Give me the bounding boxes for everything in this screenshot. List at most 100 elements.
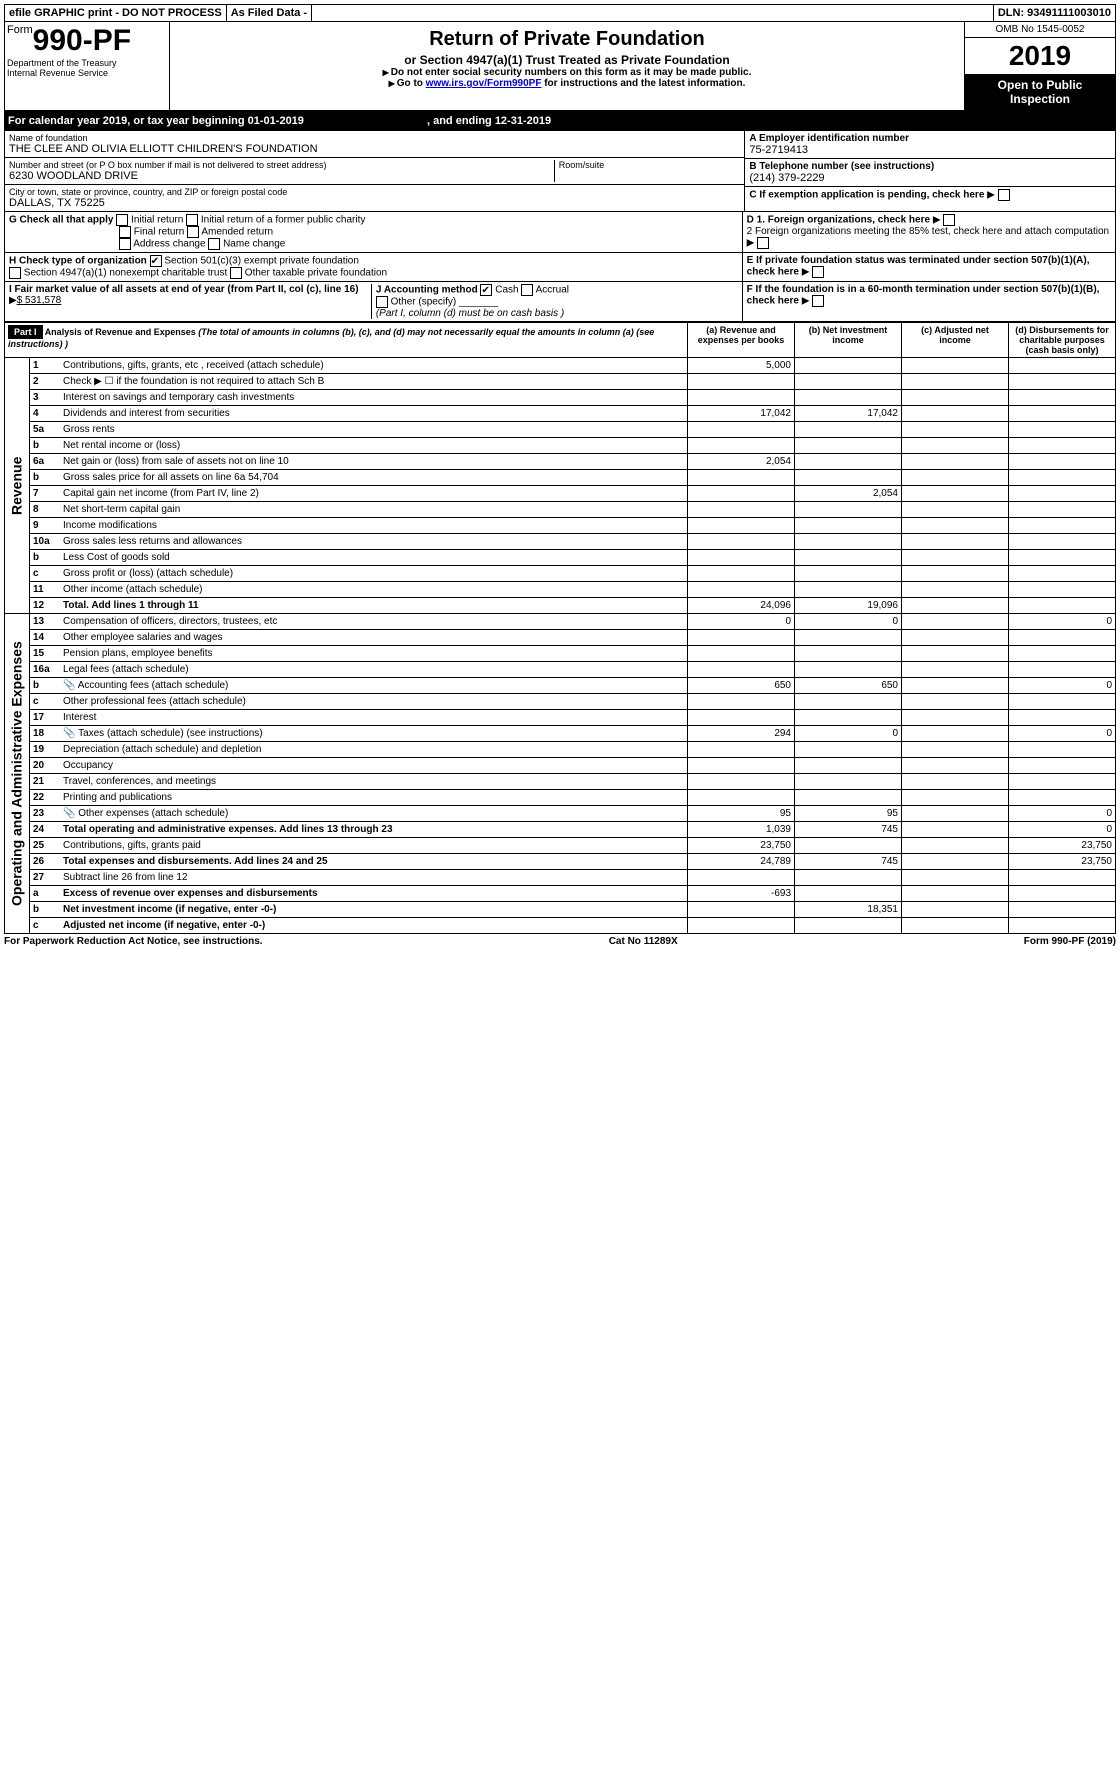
check-amended[interactable] xyxy=(187,226,199,238)
address-cell: Number and street (or P O box number if … xyxy=(5,158,744,185)
check-cash[interactable] xyxy=(480,284,492,296)
table-row: bLess Cost of goods sold xyxy=(5,550,1116,566)
as-filed: As Filed Data - xyxy=(227,5,312,21)
paperwork-notice: For Paperwork Reduction Act Notice, see … xyxy=(4,936,263,947)
cat-number: Cat No 11289X xyxy=(609,936,678,947)
instr-goto: Go to www.irs.gov/Form990PF for instruct… xyxy=(174,78,960,89)
expenses-label: Operating and Administrative Expenses xyxy=(5,614,30,934)
table-row: 15Pension plans, employee benefits xyxy=(5,646,1116,662)
part1-badge: Part I xyxy=(8,325,43,339)
table-row: 22Printing and publications xyxy=(5,790,1116,806)
calendar-year-row: For calendar year 2019, or tax year begi… xyxy=(4,111,1116,131)
table-row: 7Capital gain net income (from Part IV, … xyxy=(5,486,1116,502)
check-d2[interactable] xyxy=(757,237,769,249)
table-row: 16aLegal fees (attach schedule) xyxy=(5,662,1116,678)
efile-notice: efile GRAPHIC print - DO NOT PROCESS xyxy=(5,5,227,21)
col-d-header: (d) Disbursements for charitable purpose… xyxy=(1009,323,1116,358)
revenue-label: Revenue xyxy=(5,358,30,614)
table-row: 18📎 Taxes (attach schedule) (see instruc… xyxy=(5,726,1116,742)
check-other-tax[interactable] xyxy=(230,267,242,279)
table-row: cGross profit or (loss) (attach schedule… xyxy=(5,566,1116,582)
form-subtitle: or Section 4947(a)(1) Trust Treated as P… xyxy=(174,53,960,67)
open-public-badge: Open to Public Inspection xyxy=(965,74,1115,110)
col-a-header: (a) Revenue and expenses per books xyxy=(688,323,795,358)
check-f[interactable] xyxy=(812,295,824,307)
table-row: 2Check ▶ ☐ if the foundation is not requ… xyxy=(5,374,1116,390)
foundation-name-cell: Name of foundation THE CLEE AND OLIVIA E… xyxy=(5,131,744,158)
table-row: 3Interest on savings and temporary cash … xyxy=(5,390,1116,406)
dept-irs: Internal Revenue Service xyxy=(7,68,167,78)
table-row: 14Other employee salaries and wages xyxy=(5,630,1116,646)
check-initial-former[interactable] xyxy=(186,214,198,226)
table-row: 25Contributions, gifts, grants paid23,75… xyxy=(5,838,1116,854)
table-row: 12Total. Add lines 1 through 1124,09619,… xyxy=(5,598,1116,614)
table-row: Revenue1Contributions, gifts, grants, et… xyxy=(5,358,1116,374)
check-final[interactable] xyxy=(119,226,131,238)
check-initial[interactable] xyxy=(116,214,128,226)
table-row: cOther professional fees (attach schedul… xyxy=(5,694,1116,710)
table-row: cAdjusted net income (if negative, enter… xyxy=(5,918,1116,934)
table-row: 17Interest xyxy=(5,710,1116,726)
tax-year: 2019 xyxy=(965,38,1115,74)
check-e[interactable] xyxy=(812,266,824,278)
instr-ssn: Do not enter social security numbers on … xyxy=(174,67,960,78)
omb-number: OMB No 1545-0052 xyxy=(965,22,1115,38)
table-row: Operating and Administrative Expenses13C… xyxy=(5,614,1116,630)
part1-table: Part I Analysis of Revenue and Expenses … xyxy=(4,322,1116,934)
table-row: 24Total operating and administrative exp… xyxy=(5,822,1116,838)
form-id-block: Form990-PF Department of the Treasury In… xyxy=(5,22,170,110)
form-number: 990-PF xyxy=(33,24,131,57)
exemption-cell: C If exemption application is pending, c… xyxy=(745,187,1115,203)
attach-icon: 📎 xyxy=(63,728,78,739)
table-row: b📎 Accounting fees (attach schedule)6506… xyxy=(5,678,1116,694)
table-row: 11Other income (attach schedule) xyxy=(5,582,1116,598)
phone-cell: B Telephone number (see instructions) (2… xyxy=(745,159,1115,187)
city-cell: City or town, state or province, country… xyxy=(5,185,744,211)
table-row: 20Occupancy xyxy=(5,758,1116,774)
check-4947[interactable] xyxy=(9,267,21,279)
table-row: bNet rental income or (loss) xyxy=(5,438,1116,454)
form-title: Return of Private Foundation xyxy=(174,28,960,51)
section-g: G Check all that apply Initial return In… xyxy=(4,212,1116,253)
table-row: 23📎 Other expenses (attach schedule)9595… xyxy=(5,806,1116,822)
form-title-block: Return of Private Foundation or Section … xyxy=(170,22,964,110)
check-other-method[interactable] xyxy=(376,296,388,308)
table-row: 6aNet gain or (loss) from sale of assets… xyxy=(5,454,1116,470)
check-addr-change[interactable] xyxy=(119,238,131,250)
form-prefix: Form xyxy=(7,24,33,36)
check-accrual[interactable] xyxy=(521,284,533,296)
table-row: 19Depreciation (attach schedule) and dep… xyxy=(5,742,1116,758)
table-row: aExcess of revenue over expenses and dis… xyxy=(5,886,1116,902)
table-row: 5aGross rents xyxy=(5,422,1116,438)
check-501c3[interactable] xyxy=(150,255,162,267)
top-bar: efile GRAPHIC print - DO NOT PROCESS As … xyxy=(4,4,1116,22)
irs-link[interactable]: www.irs.gov/Form990PF xyxy=(426,78,542,89)
section-h: H Check type of organization Section 501… xyxy=(4,253,1116,282)
info-right: A Employer identification number 75-2719… xyxy=(744,131,1115,211)
checkbox-c[interactable] xyxy=(998,189,1010,201)
table-row: 21Travel, conferences, and meetings xyxy=(5,774,1116,790)
form-header: Form990-PF Department of the Treasury In… xyxy=(4,22,1116,111)
form-year-block: OMB No 1545-0052 2019 Open to Public Ins… xyxy=(964,22,1115,110)
dln: DLN: 93491111003010 xyxy=(994,5,1115,21)
form-ref: Form 990-PF (2019) xyxy=(1024,936,1116,947)
ein-cell: A Employer identification number 75-2719… xyxy=(745,131,1115,159)
col-c-header: (c) Adjusted net income xyxy=(902,323,1009,358)
section-i-j: I Fair market value of all assets at end… xyxy=(4,282,1116,322)
table-row: 8Net short-term capital gain xyxy=(5,502,1116,518)
table-row: 10aGross sales less returns and allowanc… xyxy=(5,534,1116,550)
table-row: bGross sales price for all assets on lin… xyxy=(5,470,1116,486)
page-footer: For Paperwork Reduction Act Notice, see … xyxy=(4,934,1116,949)
col-b-header: (b) Net investment income xyxy=(795,323,902,358)
table-row: 27Subtract line 26 from line 12 xyxy=(5,870,1116,886)
attach-icon: 📎 xyxy=(63,808,78,819)
check-d1[interactable] xyxy=(943,214,955,226)
table-row: 4Dividends and interest from securities1… xyxy=(5,406,1116,422)
table-row: 26Total expenses and disbursements. Add … xyxy=(5,854,1116,870)
table-row: bNet investment income (if negative, ent… xyxy=(5,902,1116,918)
check-name-change[interactable] xyxy=(208,238,220,250)
info-grid: Name of foundation THE CLEE AND OLIVIA E… xyxy=(4,131,1116,212)
info-left: Name of foundation THE CLEE AND OLIVIA E… xyxy=(5,131,744,211)
dept-treasury: Department of the Treasury xyxy=(7,58,167,68)
table-row: 9Income modifications xyxy=(5,518,1116,534)
